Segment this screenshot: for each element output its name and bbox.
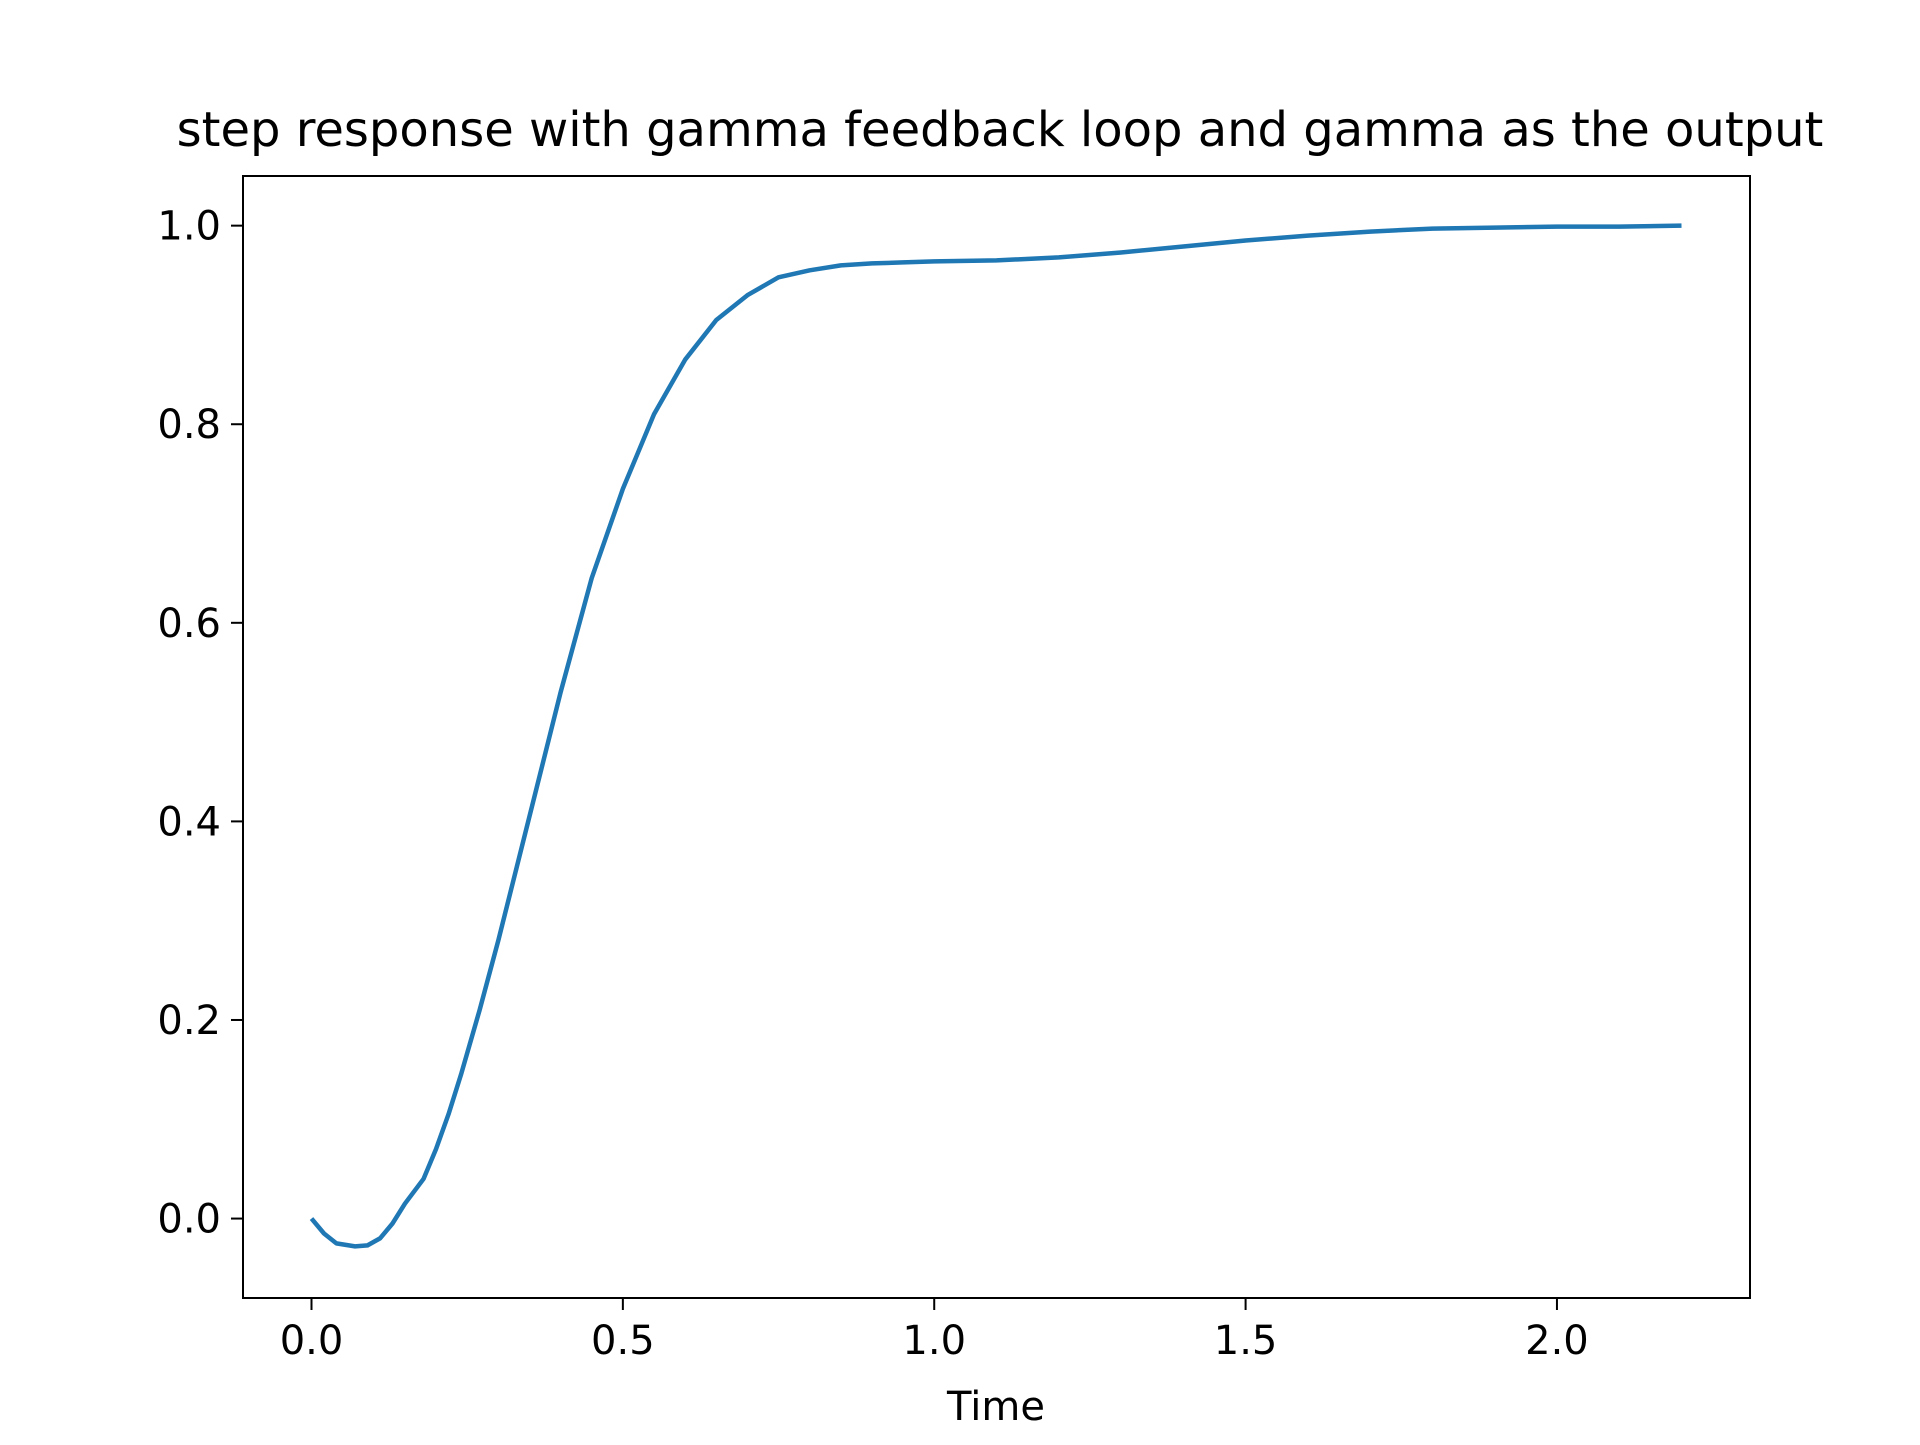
chart-title: step response with gamma feedback loop a… <box>177 102 1824 158</box>
x-tick-label: 2.0 <box>1525 1318 1589 1364</box>
series-line-0 <box>309 223 1682 1249</box>
y-tick-label: 0.0 <box>157 1197 221 1243</box>
y-tick-label: 0.2 <box>157 998 221 1044</box>
x-axis-label: Time <box>946 1384 1045 1430</box>
plot-frame <box>242 175 1751 1299</box>
y-axis: 0.0 0.2 0.4 0.6 0.8 1.0 <box>157 204 243 1243</box>
x-tick-label: 1.0 <box>902 1318 966 1364</box>
x-tick-label: 1.5 <box>1214 1318 1278 1364</box>
y-tick-label: 0.8 <box>157 402 221 448</box>
y-tick-label: 0.4 <box>157 799 221 845</box>
y-tick-label: 0.6 <box>157 601 221 647</box>
y-tick-label: 1.0 <box>157 204 221 250</box>
x-tick-label: 0.5 <box>591 1318 655 1364</box>
x-tick-label: 0.0 <box>280 1318 344 1364</box>
series-layer <box>309 223 1682 1249</box>
x-axis: 0.0 0.5 1.0 1.5 2.0 <box>280 1298 1589 1364</box>
